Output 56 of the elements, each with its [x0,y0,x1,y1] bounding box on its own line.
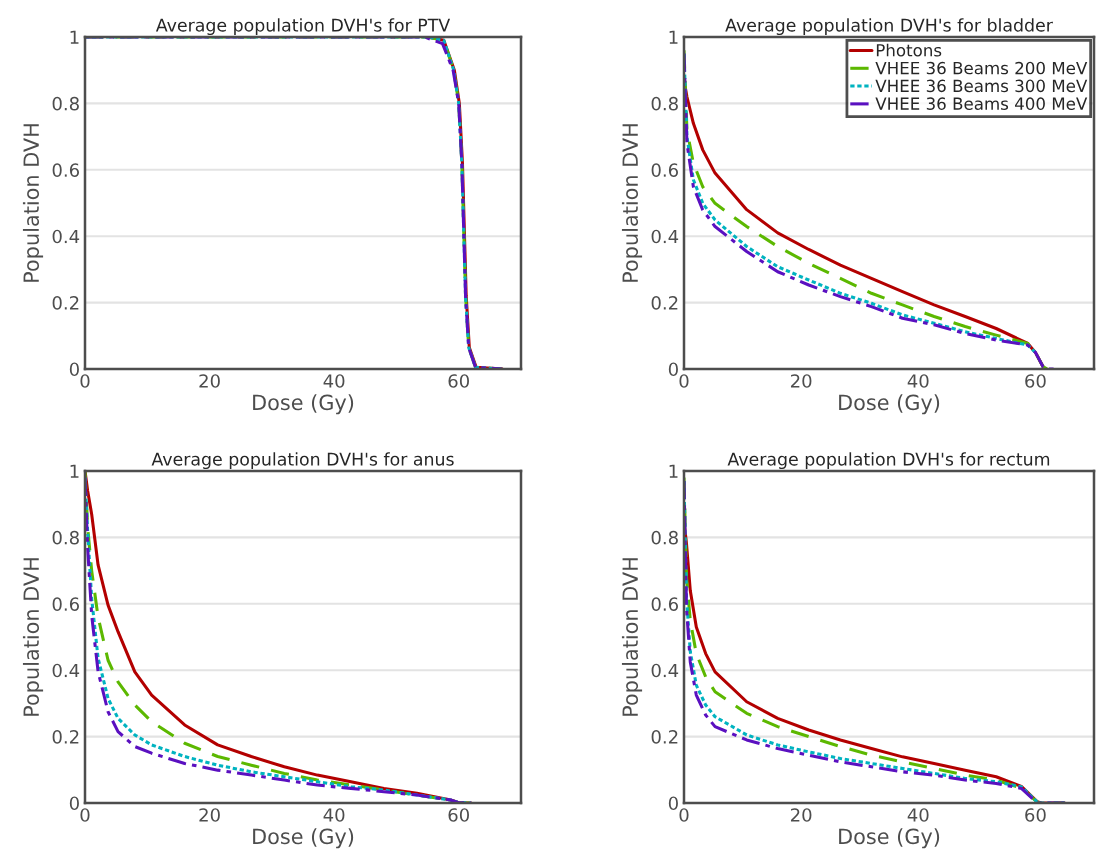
chart-title: Average population DVH's for rectum [727,452,1050,470]
x-tick-label: 20 [790,374,812,388]
y-tick-label: 0 [69,796,79,811]
y-tick-label: 0.8 [52,530,79,545]
y-tick-label: 0.2 [52,730,79,744]
y-axis-title: Population DVH [22,124,44,282]
y-tick-label: 0.2 [651,296,678,310]
y-tick-label: 0 [69,362,79,377]
x-tick-label: 0 [679,808,689,822]
x-tick-label: 40 [907,374,929,388]
x-tick-label: 20 [199,808,220,822]
y-tick-label: 0 [668,362,678,377]
x-tick-label: 60 [1025,374,1046,388]
y-tick-label: 0.4 [651,229,679,244]
x-axis-title: Dose (Gy) [253,828,354,849]
y-tick-label: 0 [668,796,678,811]
y-tick-label: 0.8 [651,96,678,111]
y-tick-label: 1 [70,30,79,44]
chart-title: Average population DVH's for bladder [725,18,1053,36]
chart-title: Average population DVH's for PTV [155,18,451,36]
y-axis-title: Population DVH [621,558,643,716]
x-tick-label: 60 [1025,808,1046,822]
x-axis-title: Dose (Gy) [253,394,354,415]
x-tick-label: 60 [448,374,469,388]
x-tick-label: 0 [80,374,90,388]
y-tick-label: 1 [669,30,678,44]
chart-title: Average population DVH's for anus [151,452,454,470]
y-tick-label: 0.4 [52,663,80,678]
y-axis-title: Population DVH [621,124,643,282]
y-tick-label: 0.2 [52,296,79,310]
y-tick-label: 0.4 [651,663,679,678]
x-tick-label: 40 [323,808,345,822]
x-tick-label: 0 [80,808,90,822]
y-tick-label: 1 [669,464,678,478]
y-tick-label: 0.2 [651,730,678,744]
y-tick-label: 1 [70,464,79,478]
x-tick-label: 0 [679,374,689,388]
legend-label: VHEE 36 Beams 400 MeV [875,97,1088,110]
x-tick-label: 40 [323,374,345,388]
x-tick-label: 20 [199,374,220,388]
x-axis-title: Dose (Gy) [839,394,940,415]
y-axis-title: Population DVH [22,558,44,716]
x-tick-label: 20 [790,808,812,822]
x-axis-title: Dose (Gy) [839,828,940,849]
y-tick-label: 0.8 [651,530,678,545]
x-tick-label: 40 [907,808,929,822]
legend-label: VHEE 36 Beams 300 MeV [875,79,1088,93]
y-tick-label: 0.6 [52,163,79,177]
y-tick-label: 0.8 [52,96,79,111]
y-tick-label: 0.6 [651,597,678,611]
legend-label: Photons [876,43,942,57]
y-tick-label: 0.6 [52,597,79,611]
y-tick-label: 0.6 [651,163,678,177]
x-tick-label: 60 [448,808,469,822]
y-tick-label: 0.4 [52,229,80,244]
legend-label: VHEE 36 Beams 200 MeV [875,61,1088,75]
